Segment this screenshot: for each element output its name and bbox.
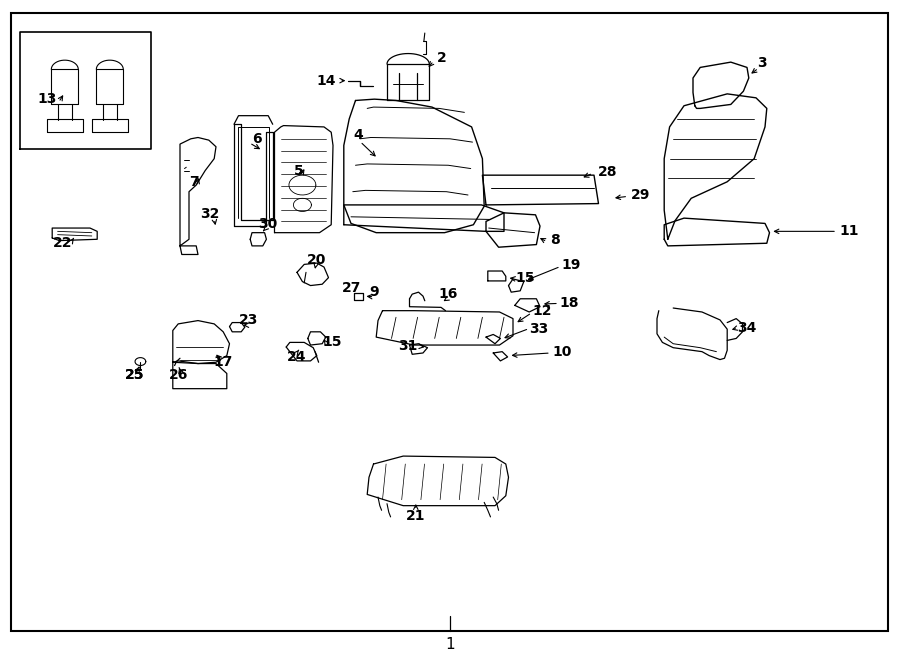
Text: 30: 30	[257, 217, 277, 231]
Text: 2: 2	[437, 50, 446, 65]
Text: 25: 25	[125, 368, 145, 382]
Text: 3: 3	[758, 56, 767, 71]
Text: 15: 15	[515, 270, 535, 285]
Text: 14: 14	[316, 73, 336, 88]
Text: 28: 28	[598, 165, 617, 179]
Text: 9: 9	[370, 285, 379, 299]
Text: 27: 27	[342, 281, 362, 295]
Text: 29: 29	[631, 188, 651, 202]
Text: 4: 4	[354, 128, 363, 142]
Text: 1: 1	[446, 637, 454, 652]
Text: 16: 16	[438, 287, 458, 301]
Text: 21: 21	[406, 508, 426, 523]
Text: 6: 6	[252, 132, 261, 146]
Text: 20: 20	[307, 253, 327, 267]
Text: 23: 23	[238, 313, 258, 327]
Text: 10: 10	[553, 344, 572, 359]
Text: 32: 32	[200, 206, 220, 221]
Text: 25: 25	[125, 368, 145, 382]
Text: 7: 7	[189, 175, 198, 190]
Text: 24: 24	[287, 350, 307, 364]
Text: 5: 5	[294, 163, 303, 178]
Text: 31: 31	[398, 338, 418, 353]
Text: 17: 17	[213, 355, 233, 369]
Text: 8: 8	[551, 233, 560, 247]
Text: 22: 22	[53, 236, 73, 251]
Text: 18: 18	[559, 296, 579, 311]
Text: 34: 34	[737, 321, 757, 335]
Text: 15: 15	[322, 335, 342, 350]
Text: 19: 19	[562, 258, 581, 272]
Text: 13: 13	[37, 92, 57, 106]
Text: 26: 26	[168, 368, 188, 382]
Text: 12: 12	[532, 303, 552, 318]
Text: 11: 11	[840, 223, 860, 238]
Text: 33: 33	[529, 321, 549, 336]
